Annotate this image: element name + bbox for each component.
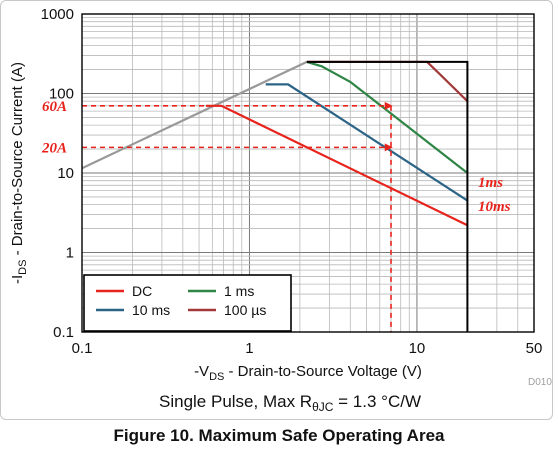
legend-label: 1 ms (224, 283, 254, 299)
legend-label: 10 ms (132, 302, 170, 318)
x-tick-label: 0.1 (72, 340, 93, 357)
legend: DC 1 ms 10 ms 100 µs (83, 274, 292, 332)
y-tick-label: 0.1 (53, 324, 74, 341)
plot-frame (81, 13, 535, 333)
legend-box (83, 274, 292, 332)
y-tick-label: 1000 (41, 6, 74, 23)
right-side-label: 1ms (478, 175, 503, 191)
x-tick-label: 50 (526, 340, 543, 357)
series-line-10ms (265, 83, 468, 202)
y-tick-label: 100 (49, 86, 74, 103)
annotations: 60A 20A 1ms 10ms (41, 99, 511, 332)
legend-label: DC (132, 283, 152, 299)
annotation-arrowhead (384, 143, 393, 152)
right-side-label: 10ms (478, 199, 511, 215)
annotation-label: 60A (42, 99, 67, 115)
axis-labels: -VDS - Drain-to-Source Voltage (V) -IDS -… (9, 62, 552, 414)
figure-frame (0, 0, 553, 420)
chart-subtitle: Single Pulse, Max RθJC = 1.3 °C/W (159, 392, 421, 414)
x-axis-label: -VDS - Drain-to-Source Voltage (V) (194, 363, 422, 383)
y-axis-label: -IDS - Drain-to-Source Current (A) (9, 62, 29, 284)
safe-operating-area-chart: 60A 20A 1ms 10ms 0.1 1 10 50 0.1 1 10 100 1000 DC 1 … (9, 6, 552, 414)
series-line-100s (306, 60, 469, 102)
series-line-1ms (306, 60, 469, 174)
figure-id-tag: D010 (528, 377, 552, 388)
rdson-limit-line (81, 60, 308, 170)
y-tick-label: 1 (66, 245, 74, 262)
annotation-arrowhead (384, 101, 393, 110)
annotation-label: 20A (41, 140, 67, 156)
boundary-line (306, 60, 469, 332)
x-tick-label: 1 (245, 340, 253, 357)
x-tick-label: 10 (409, 340, 426, 357)
y-tick-label: 10 (57, 165, 74, 182)
figure-caption: Figure 10. Maximum Safe Operating Area (113, 426, 445, 445)
axes: 0.1 1 10 50 0.1 1 10 100 1000 (41, 6, 543, 357)
series-lines (81, 60, 469, 332)
legend-label: 100 µs (224, 302, 266, 318)
series-line-dc (206, 104, 468, 227)
